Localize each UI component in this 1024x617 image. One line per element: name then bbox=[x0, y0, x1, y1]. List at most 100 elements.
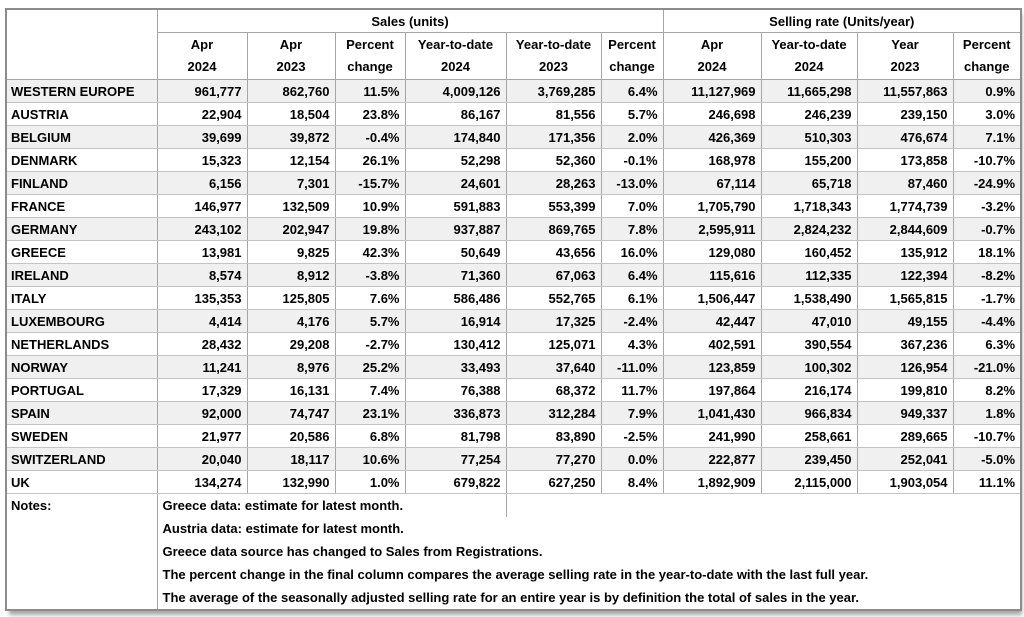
value-cell: 241,990 bbox=[662, 424, 762, 448]
value-cell: 252,041 bbox=[856, 447, 954, 471]
value-cell: -8.2% bbox=[952, 263, 1022, 287]
column-header-line1: Percent bbox=[962, 37, 1011, 52]
value-cell: 312,284 bbox=[505, 401, 602, 425]
value-cell: 130,412 bbox=[404, 332, 507, 356]
value-cell: -5.0% bbox=[952, 447, 1022, 471]
value-cell: -24.9% bbox=[952, 171, 1022, 195]
value-cell: 1,774,739 bbox=[856, 194, 954, 218]
value-cell: 8.2% bbox=[952, 378, 1022, 402]
value-cell: -15.7% bbox=[334, 171, 406, 195]
country-cell: DENMARK bbox=[5, 148, 158, 172]
value-cell: 129,080 bbox=[662, 240, 762, 264]
column-header-line1: Percent bbox=[608, 37, 656, 52]
value-cell: -3.8% bbox=[334, 263, 406, 287]
table-row: UK 134,274 132,990 1.0% 679,822 627,250 8.4% 1,… bbox=[5, 470, 1022, 494]
value-cell: 115,616 bbox=[662, 263, 762, 287]
value-cell: 390,554 bbox=[760, 332, 858, 356]
value-cell: 134,274 bbox=[156, 470, 248, 494]
value-cell: 168,978 bbox=[662, 148, 762, 172]
country-cell: ITALY bbox=[5, 286, 158, 310]
value-cell: -10.7% bbox=[952, 148, 1022, 172]
value-cell: 1,718,343 bbox=[760, 194, 858, 218]
value-cell: 122,394 bbox=[856, 263, 954, 287]
value-cell: 8.4% bbox=[600, 470, 664, 494]
value-cell: 197,864 bbox=[662, 378, 762, 402]
country-cell: GREECE bbox=[5, 240, 158, 264]
column-header-line2: 2024 bbox=[697, 59, 727, 74]
value-cell: 862,760 bbox=[246, 79, 336, 103]
value-cell: 74,747 bbox=[246, 401, 336, 425]
country-cell: BELGIUM bbox=[5, 125, 158, 149]
value-cell: 42,447 bbox=[662, 309, 762, 333]
value-cell: 7.0% bbox=[600, 194, 664, 218]
value-cell: 81,798 bbox=[404, 424, 507, 448]
value-cell: 132,990 bbox=[246, 470, 336, 494]
value-cell: 5.7% bbox=[334, 309, 406, 333]
value-cell: -3.2% bbox=[952, 194, 1022, 218]
value-cell: 92,000 bbox=[156, 401, 248, 425]
value-cell: 100,302 bbox=[760, 355, 858, 379]
value-cell: 6.4% bbox=[600, 263, 664, 287]
value-cell: 553,399 bbox=[505, 194, 602, 218]
country-cell: IRELAND bbox=[5, 263, 158, 287]
value-cell: 125,805 bbox=[246, 286, 336, 310]
value-cell: 20,586 bbox=[246, 424, 336, 448]
column-header: Apr 2023 bbox=[246, 32, 336, 80]
value-cell: 7.6% bbox=[334, 286, 406, 310]
value-cell: 86,167 bbox=[404, 102, 507, 126]
country-cell: FINLAND bbox=[5, 171, 158, 195]
value-cell: 12,154 bbox=[246, 148, 336, 172]
value-cell: 6.3% bbox=[952, 332, 1022, 356]
value-cell: 67,114 bbox=[662, 171, 762, 195]
column-header-line2: change bbox=[609, 59, 655, 74]
value-cell: -13.0% bbox=[600, 171, 664, 195]
grid-remnant-divider bbox=[505, 494, 507, 517]
value-cell: 76,388 bbox=[404, 378, 507, 402]
value-cell: 67,063 bbox=[505, 263, 602, 287]
value-cell: 949,337 bbox=[856, 401, 954, 425]
column-header: Year-to-date 2024 bbox=[760, 32, 858, 80]
country-cell: LUXEMBOURG bbox=[5, 309, 158, 333]
value-cell: 961,777 bbox=[156, 79, 248, 103]
value-cell: 21,977 bbox=[156, 424, 248, 448]
value-cell: 2,595,911 bbox=[662, 217, 762, 241]
value-cell: -2.4% bbox=[600, 309, 664, 333]
column-header: Percent change bbox=[600, 32, 664, 80]
value-cell: -10.7% bbox=[952, 424, 1022, 448]
value-cell: 174,840 bbox=[404, 125, 507, 149]
table-row: AUSTRIA 22,904 18,504 23.8% 86,167 81,556 5.7%… bbox=[5, 102, 1022, 126]
value-cell: 11,127,969 bbox=[662, 79, 762, 103]
group-header-selling-rate: Selling rate (Units/year) bbox=[662, 8, 1022, 33]
note-line: Austria data: estimate for latest month. bbox=[162, 521, 404, 536]
value-cell: 1,903,054 bbox=[856, 470, 954, 494]
column-header-line1: Apr bbox=[190, 37, 214, 52]
value-cell: 42.3% bbox=[334, 240, 406, 264]
value-cell: 17,325 bbox=[505, 309, 602, 333]
value-cell: 7.9% bbox=[600, 401, 664, 425]
value-cell: 7.4% bbox=[334, 378, 406, 402]
table-row: BELGIUM 39,699 39,872 -0.4% 174,840 171,356 2.… bbox=[5, 125, 1022, 149]
value-cell: 258,661 bbox=[760, 424, 858, 448]
value-cell: 39,699 bbox=[156, 125, 248, 149]
value-cell: 937,887 bbox=[404, 217, 507, 241]
column-header-row: Apr 2024 Apr 2023 Percent change Year-to-date 2… bbox=[6, 32, 1022, 80]
value-cell: 239,150 bbox=[856, 102, 954, 126]
group-header-sales-units: Sales (units) bbox=[156, 8, 664, 33]
value-cell: 132,509 bbox=[246, 194, 336, 218]
value-cell: 18,117 bbox=[246, 447, 336, 471]
value-cell: 3,769,285 bbox=[505, 79, 602, 103]
table-row: FRANCE 146,977 132,509 10.9% 591,883 553,399 7… bbox=[5, 194, 1022, 218]
value-cell: 52,298 bbox=[404, 148, 507, 172]
value-cell: 4.3% bbox=[600, 332, 664, 356]
value-cell: 476,674 bbox=[856, 125, 954, 149]
value-cell: 11.1% bbox=[952, 470, 1022, 494]
notes-cell: Greece data: estimate for latest month. A… bbox=[156, 493, 1022, 610]
value-cell: 202,947 bbox=[246, 217, 336, 241]
table-row: SPAIN 92,000 74,747 23.1% 336,873 312,284 7.9%… bbox=[5, 401, 1022, 425]
value-cell: 8,912 bbox=[246, 263, 336, 287]
value-cell: 77,254 bbox=[404, 447, 507, 471]
value-cell: 33,493 bbox=[404, 355, 507, 379]
value-cell: 510,303 bbox=[760, 125, 858, 149]
group-header-row: Sales (units) Selling rate (Units/year) bbox=[5, 8, 1022, 80]
value-cell: 11.5% bbox=[334, 79, 406, 103]
